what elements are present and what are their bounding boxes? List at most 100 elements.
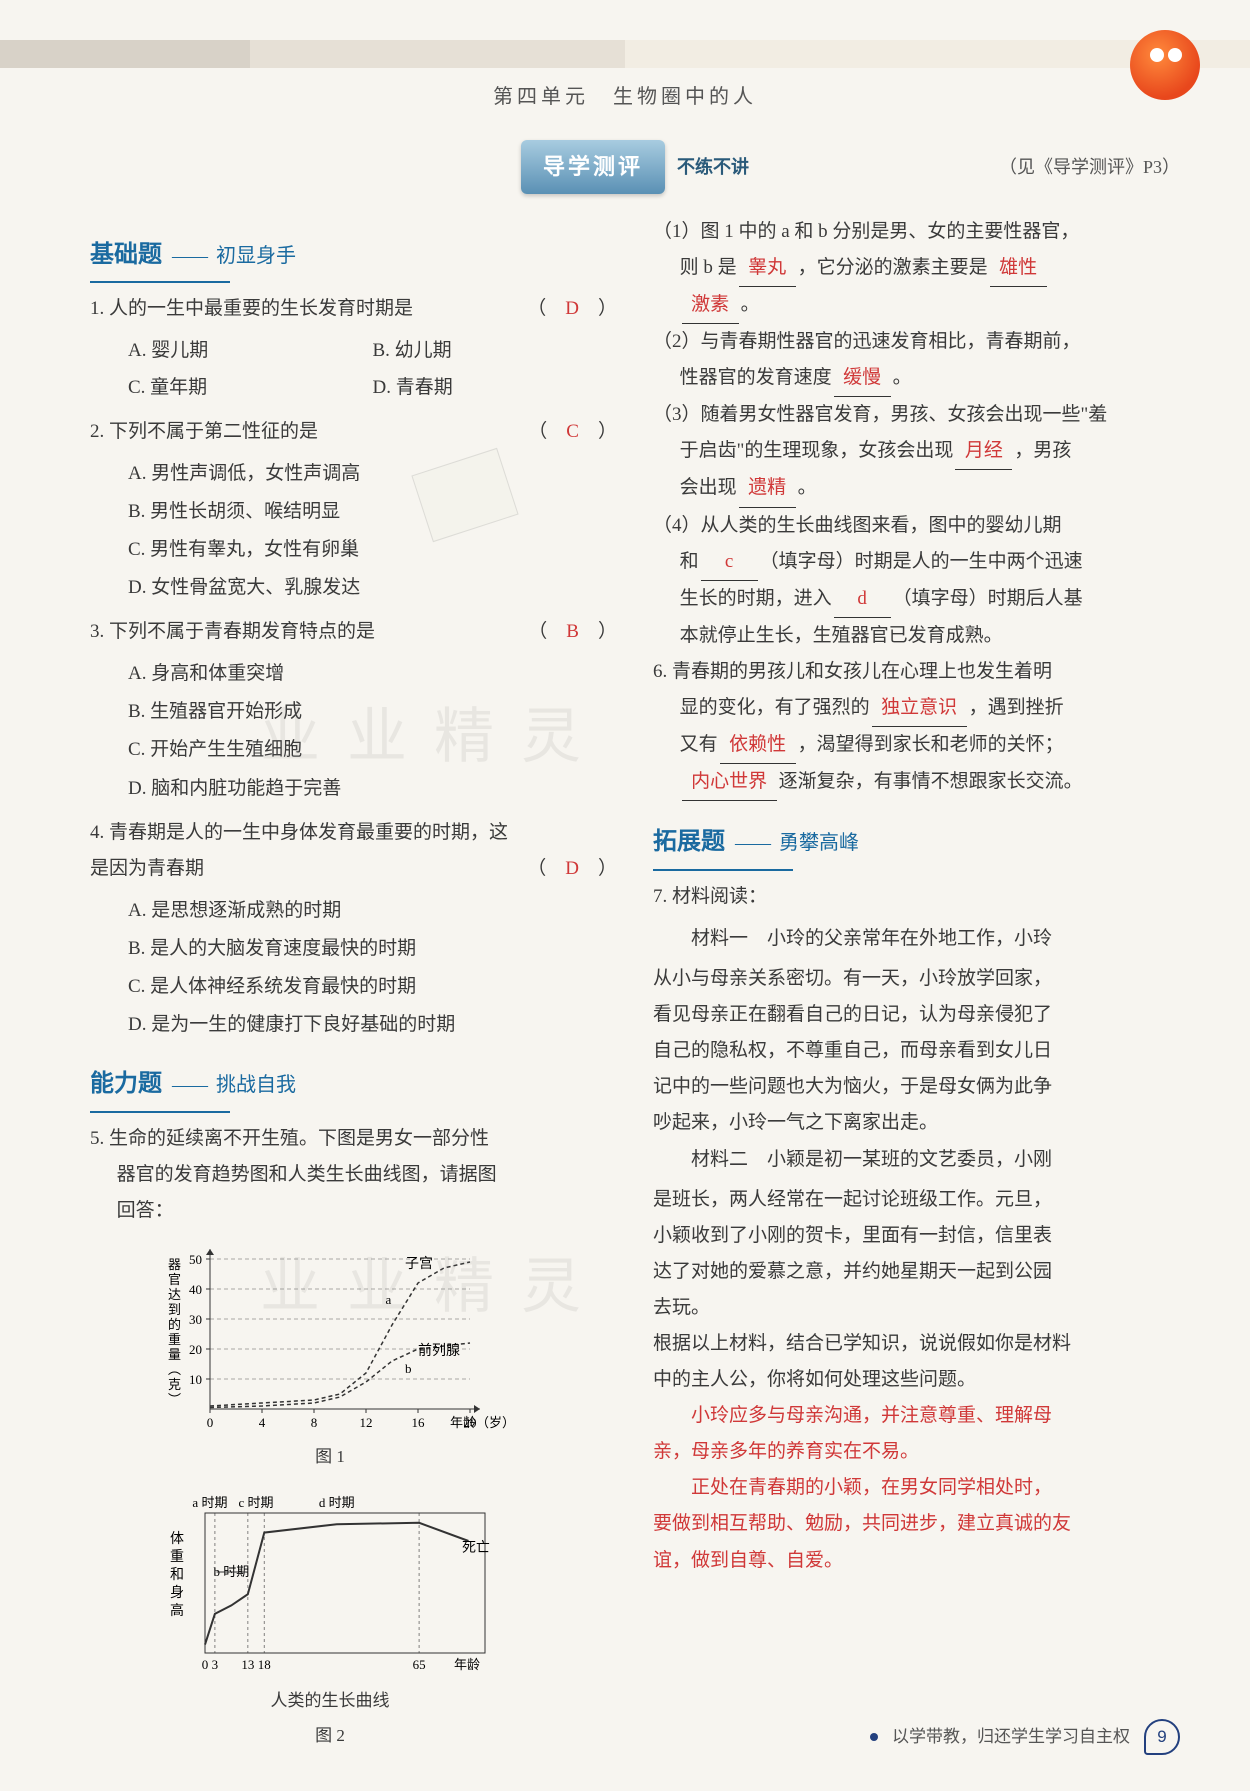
page-number: 9 (1144, 1719, 1180, 1755)
footer-dot-icon (870, 1733, 878, 1741)
left-column: 基础题 —— 初显身手 1. 人的一生中最重要的生长发育时期是 （ D ） A.… (90, 214, 617, 1762)
unit-title: 第四单元 生物圈中的人 (0, 78, 1250, 116)
svg-text:10: 10 (189, 1372, 202, 1387)
q1-opt-a: A. 婴儿期 (128, 333, 373, 369)
q5-2a: （2）与青春期性器官的迅速发育相比，青春期前， (653, 324, 1180, 360)
assessment-ref: （见《导学测评》P3） (999, 150, 1180, 184)
q7-ans1a: 小玲应多与母亲沟通，并注意尊重、理解母 (653, 1398, 1180, 1434)
q3-opt-b: B. 生殖器官开始形成 (128, 694, 617, 730)
svg-text:65: 65 (413, 1657, 426, 1672)
q4-text-b: 是因为青春期 (90, 858, 204, 879)
chart1-caption: 图 1 (150, 1441, 510, 1473)
svg-text:的: 的 (168, 1317, 181, 1332)
svg-text:a 时期: a 时期 (192, 1495, 227, 1510)
q3-opt-a: A. 身高和体重突增 (128, 656, 617, 692)
q7-m2e: 去玩。 (653, 1290, 1180, 1326)
dash: —— (172, 239, 206, 275)
q7-m1b: 从小与母亲关系密切。有一天，小玲放学回家， (653, 961, 1180, 997)
svg-text:量: 量 (168, 1347, 181, 1362)
svg-text:a: a (386, 1292, 392, 1307)
svg-text:重: 重 (168, 1332, 181, 1347)
svg-text:死亡: 死亡 (462, 1541, 490, 1557)
q4-opt-c: C. 是人体神经系统发育最快的时期 (128, 969, 617, 1005)
q1-opt-d: D. 青春期 (373, 370, 618, 406)
section-ability-script: 挑战自我 (216, 1066, 296, 1104)
underline (90, 281, 617, 283)
chart2-caption-a: 人类的生长曲线 (150, 1685, 510, 1717)
svg-text:30: 30 (189, 1312, 202, 1327)
q5-1a: （1）图 1 中的 a 和 b 分别是男、女的主要性器官， (653, 214, 1180, 250)
q7-m1d: 自己的隐私权，不尊重自己，而母亲看到女儿日 (653, 1033, 1180, 1069)
q7-m2b: 是班长，两人经常在一起讨论班级工作。元旦， (653, 1182, 1180, 1218)
q7-m2a: 材料二 小颖是初一某班的文艺委员，小刚 (653, 1142, 1180, 1178)
svg-text:官: 官 (168, 1272, 181, 1287)
q2-opt-a: A. 男性声调低，女性声调高 (128, 456, 617, 492)
q7-ans2a: 正处在青春期的小颖，在男女同学相处时， (653, 1470, 1180, 1506)
section-basic-title: 基础题 (90, 232, 162, 278)
svg-text:18: 18 (258, 1657, 271, 1672)
dash: —— (172, 1068, 206, 1104)
q2-options: A. 男性声调低，女性声调高 B. 男性长胡须、喉结明显 C. 男性有睾丸，女性… (90, 456, 617, 606)
q2-stem: 2. 下列不属于第二性征的是 （ C ） (90, 414, 617, 450)
svg-text:︶: ︶ (168, 1392, 181, 1407)
svg-text:8: 8 (311, 1415, 318, 1430)
q5-3d: 会出现遗精。 (653, 470, 1180, 507)
q7-m2d: 达了对她的爱慕之意，并约她星期天一起到公园 (653, 1254, 1180, 1290)
q2-opt-b: B. 男性长胡须、喉结明显 (128, 494, 617, 530)
q4-options: A. 是思想逐渐成熟的时期 B. 是人的大脑发育速度最快的时期 C. 是人体神经… (90, 893, 617, 1043)
underline (90, 1111, 617, 1113)
svg-text:前列腺: 前列腺 (418, 1342, 460, 1359)
q7-m2c: 小颖收到了小刚的贺卡，里面有一封信，信里表 (653, 1218, 1180, 1254)
q1-opt-b: B. 幼儿期 (373, 333, 618, 369)
svg-text:重: 重 (170, 1549, 184, 1565)
q2-opt-d: D. 女性骨盆宽大、乳腺发达 (128, 570, 617, 606)
q5-stem-c: 回答： (90, 1193, 617, 1229)
svg-text:0: 0 (207, 1415, 214, 1430)
q3-answer: （ B ） (555, 614, 617, 650)
section-ability-title: 能力题 (90, 1061, 162, 1107)
svg-text:高: 高 (170, 1602, 184, 1619)
svg-text:4: 4 (259, 1415, 266, 1430)
svg-text:c 时期: c 时期 (239, 1495, 274, 1510)
q3-opt-c: C. 开始产生生殖细胞 (128, 732, 617, 768)
q2-opt-c: C. 男性有睾丸，女性有卵巢 (128, 532, 617, 568)
q5-stem-b: 器官的发育趋势图和人类生长曲线图，请据图 (90, 1157, 617, 1193)
q5-4a: （4）从人类的生长曲线图来看，图中的婴幼儿期 (653, 508, 1180, 544)
q3-text: 3. 下列不属于青春期发育特点的是 (90, 621, 375, 642)
q2-text: 2. 下列不属于第二性征的是 (90, 421, 318, 442)
q7-head: 7. 材料阅读： (653, 879, 1180, 915)
svg-text:克: 克 (168, 1377, 181, 1392)
q4-answer: （ D ） (554, 851, 617, 887)
svg-text:体: 体 (170, 1531, 184, 1547)
section-extend: 拓展题 —— 勇攀高峰 (653, 819, 1180, 865)
assessment-sub: 不练不讲 (677, 150, 749, 184)
q5-3b: 于启齿"的生理现象，女孩会出现月经，男孩 (653, 433, 1180, 470)
q7-m1c: 看见母亲正在翻看自己的日记，认为母亲侵犯了 (653, 997, 1180, 1033)
q3-stem: 3. 下列不属于青春期发育特点的是 （ B ） (90, 614, 617, 650)
svg-text:年龄: 年龄 (454, 1657, 480, 1672)
q5-4f: 本就停止生长，生殖器官已发育成熟。 (653, 618, 1180, 654)
svg-text:达: 达 (168, 1287, 181, 1302)
q1-answer: （ D ） (554, 291, 617, 327)
svg-text:40: 40 (189, 1282, 202, 1297)
svg-text:16: 16 (412, 1415, 426, 1430)
svg-text:0: 0 (202, 1657, 209, 1672)
section-basic: 基础题 —— 初显身手 (90, 232, 617, 278)
badge-row: 导学测评 不练不讲 （见《导学测评》P3） (90, 140, 1180, 194)
svg-text:到: 到 (168, 1302, 181, 1317)
q1-options: A. 婴儿期B. 幼儿期 C. 童年期D. 青春期 (90, 333, 617, 405)
svg-text:年龄（岁）: 年龄（岁） (450, 1415, 510, 1430)
svg-text:和: 和 (170, 1567, 184, 1583)
q5-4b: 和c（填字母）时期是人的一生中两个迅速 (653, 544, 1180, 581)
q3-options: A. 身高和体重突增 B. 生殖器官开始形成 C. 开始产生生殖细胞 D. 脑和… (90, 656, 617, 806)
svg-text:身: 身 (170, 1585, 184, 1601)
q7-m1e: 记中的一些问题也大为恼火，于是母女俩为此争 (653, 1069, 1180, 1105)
q1-stem: 1. 人的一生中最重要的生长发育时期是 （ D ） (90, 291, 617, 327)
q5-2b: 性器官的发育速度缓慢。 (653, 360, 1180, 397)
chart2-caption-b: 图 2 (150, 1720, 510, 1752)
q6-a: 6. 青春期的男孩儿和女孩儿在心理上也发生着明 (653, 654, 1180, 690)
q3-opt-d: D. 脑和内脏功能趋于完善 (128, 771, 617, 807)
section-extend-title: 拓展题 (653, 819, 725, 865)
q1-opt-c: C. 童年期 (128, 370, 373, 406)
svg-text:50: 50 (189, 1252, 202, 1267)
